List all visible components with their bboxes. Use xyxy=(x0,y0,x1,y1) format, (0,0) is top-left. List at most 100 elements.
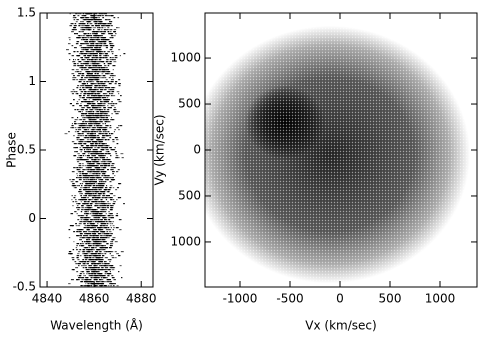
spectrum-texture xyxy=(95,65,97,66)
spectrum-texture xyxy=(80,139,83,140)
spectrum-texture xyxy=(98,65,100,66)
spectrum-texture xyxy=(79,79,80,80)
spectrum-texture xyxy=(78,61,79,62)
spectrum-texture xyxy=(106,235,107,236)
spectrum-texture xyxy=(111,51,114,52)
spectrum-texture xyxy=(92,55,94,56)
spectrum-texture xyxy=(96,179,97,180)
spectrum-texture xyxy=(94,117,97,118)
spectrum-texture xyxy=(77,259,79,260)
x-tick-label: -500 xyxy=(276,292,303,306)
spectrum-texture xyxy=(85,225,87,226)
spectrum-texture xyxy=(105,187,108,188)
spectrum-texture xyxy=(83,19,85,20)
spectrum-texture xyxy=(90,71,92,72)
spectrum-texture xyxy=(113,283,116,284)
spectrum-texture xyxy=(75,23,77,24)
spectrum-texture xyxy=(97,273,98,274)
spectrum-texture xyxy=(99,143,101,144)
spectrum-texture xyxy=(111,265,113,266)
spectrum-texture xyxy=(95,47,98,48)
spectrum-texture xyxy=(82,131,85,132)
spectrum-texture xyxy=(98,255,100,256)
spectrum-texture xyxy=(96,109,97,110)
spectrum-texture xyxy=(83,95,85,96)
spectrum-texture xyxy=(72,141,74,142)
spectrum-texture xyxy=(74,187,76,188)
spectrum-texture xyxy=(78,185,80,186)
spectrum-texture xyxy=(99,217,101,218)
spectrum-texture xyxy=(90,157,92,158)
spectrum-texture xyxy=(94,193,96,194)
spectrum-texture xyxy=(96,281,98,282)
spectrum-texture xyxy=(93,243,95,244)
spectrum-texture xyxy=(112,53,113,54)
spectrum-texture xyxy=(108,95,109,96)
spectrum-texture xyxy=(69,179,71,180)
spectrum-texture xyxy=(85,191,87,192)
spectrum-texture xyxy=(108,211,110,212)
spectrum-texture xyxy=(93,149,94,150)
spectrum-texture xyxy=(108,107,111,108)
spectrum-texture xyxy=(106,69,109,70)
spectrum-texture xyxy=(99,127,101,128)
spectrum-texture xyxy=(72,171,75,172)
spectrum-texture xyxy=(109,127,111,128)
spectrum-texture xyxy=(87,187,90,188)
spectrum-texture xyxy=(79,193,81,194)
spectrum-texture xyxy=(110,223,111,224)
spectrum-texture xyxy=(77,185,78,186)
spectrum-texture xyxy=(100,221,103,222)
spectrum-texture xyxy=(109,133,110,134)
spectrum-texture xyxy=(85,275,86,276)
spectrum-texture xyxy=(94,271,96,272)
spectrum-texture xyxy=(111,275,113,276)
spectrum-texture xyxy=(81,159,84,160)
spectrum-texture xyxy=(89,101,90,102)
spectrum-texture xyxy=(89,255,91,256)
spectrum-texture xyxy=(74,33,75,34)
spectrum-texture xyxy=(82,169,85,170)
spectrum-texture xyxy=(97,93,99,94)
spectrum-texture xyxy=(108,233,109,234)
spectrum-texture xyxy=(106,79,108,80)
spectrum-texture xyxy=(96,115,97,116)
spectrum-texture xyxy=(95,239,96,240)
spectrum-texture xyxy=(102,51,103,52)
spectrum-texture xyxy=(78,99,80,100)
spectrum-texture xyxy=(85,187,87,188)
spectrum-texture xyxy=(108,145,110,146)
spectrum-texture xyxy=(89,257,91,258)
spectrum-texture xyxy=(81,145,84,146)
spectrum-texture xyxy=(87,41,88,42)
spectrum-texture xyxy=(93,65,95,66)
spectrum-texture xyxy=(91,131,93,132)
spectrum-texture xyxy=(85,221,87,222)
spectrum-texture xyxy=(106,47,108,48)
spectrum-texture xyxy=(110,225,111,226)
spectrum-texture xyxy=(111,95,113,96)
spectrum-texture xyxy=(88,129,89,130)
spectrum-texture xyxy=(83,133,84,134)
spectrum-texture xyxy=(111,267,114,268)
spectrum-texture xyxy=(79,67,80,68)
spectrum-texture xyxy=(103,207,106,208)
spectrum-texture xyxy=(103,155,105,156)
spectrum-texture xyxy=(88,229,89,230)
spectrum-texture xyxy=(69,59,70,60)
spectrum-texture xyxy=(97,139,98,140)
spectrum-texture xyxy=(90,185,91,186)
spectrum-texture xyxy=(101,183,104,184)
plot-area xyxy=(190,13,477,287)
spectrum-texture xyxy=(80,51,82,52)
spectrum-texture xyxy=(92,215,94,216)
spectrum-texture xyxy=(95,55,98,56)
spectrum-texture xyxy=(113,167,115,168)
spectrum-texture xyxy=(106,149,109,150)
spectrum-texture xyxy=(106,213,107,214)
spectrum-texture xyxy=(96,83,98,84)
spectrum-texture xyxy=(110,259,112,260)
spectrum-texture xyxy=(94,77,96,78)
spectrum-texture xyxy=(79,275,81,276)
spectrum-texture xyxy=(98,245,101,246)
